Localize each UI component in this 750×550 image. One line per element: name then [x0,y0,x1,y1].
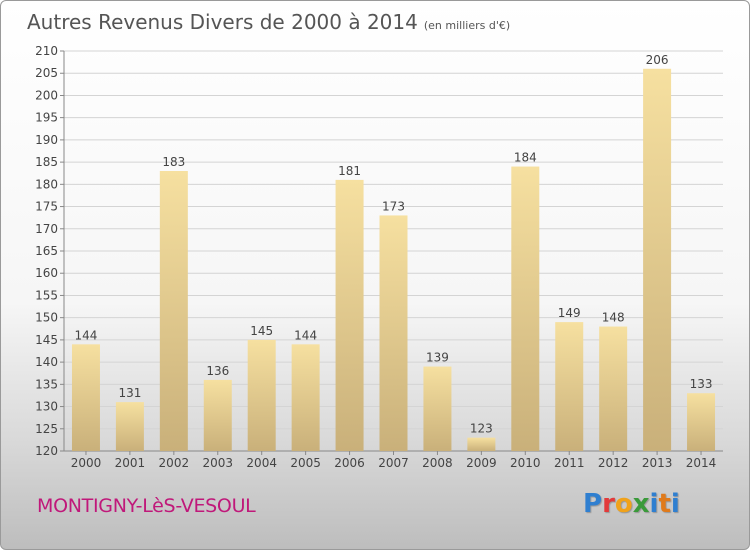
x-tick-label-2005: 2005 [290,456,321,470]
proxiti-logo: Proxiti [583,489,680,519]
data-label-2000: 144 [75,328,98,342]
x-tick-label-2012: 2012 [598,456,629,470]
data-label-2012: 148 [602,311,625,325]
city-name: MONTIGNY-LèS-VESOUL [37,495,256,517]
y-tick-label: 185 [35,155,58,169]
y-tick-label: 200 [35,88,58,102]
logo-letter: i [670,489,680,519]
y-tick-label: 135 [35,377,58,391]
data-label-2001: 131 [118,386,141,400]
x-tick-label-2006: 2006 [334,456,365,470]
data-label-2006: 181 [338,164,361,178]
bar-2006 [335,179,364,451]
x-tick-label-2010: 2010 [510,456,541,470]
bar-2014 [687,393,716,451]
data-label-2011: 149 [558,306,581,320]
x-tick-label-2002: 2002 [159,456,190,470]
x-tick-label-2013: 2013 [642,456,673,470]
data-label-2003: 136 [206,364,229,378]
y-tick-label: 140 [35,355,58,369]
y-tick-label: 130 [35,400,58,414]
data-label-2005: 144 [294,328,317,342]
bar-2011 [555,322,584,451]
data-label-2014: 133 [690,377,713,391]
bar-2013 [643,68,672,452]
bar-2005 [291,344,320,451]
bar-2007 [379,215,408,451]
y-tick-label: 180 [35,177,58,191]
x-tick-label-2004: 2004 [246,456,277,470]
y-tick-label: 195 [35,111,58,125]
y-tick-label: 145 [35,333,58,347]
bar-2002 [159,171,188,451]
x-tick-label-2014: 2014 [686,456,717,470]
y-tick-label: 170 [35,222,58,236]
y-tick-label: 190 [35,133,58,147]
chart-title: Autres Revenus Divers de 2000 à 2014 (en … [27,10,510,34]
data-label-2009: 123 [470,422,493,436]
bar-2003 [203,379,232,451]
title-unit: (en milliers d'€) [423,19,511,32]
y-tick-label: 160 [35,266,58,280]
logo-letter: i [649,489,659,519]
title-text: Autres Revenus Divers de 2000 à 2014 [27,10,418,34]
x-tick-label-2000: 2000 [71,456,102,470]
x-tick-label-2009: 2009 [466,456,497,470]
x-tick-label-2008: 2008 [422,456,453,470]
logo-letter: t [658,489,671,519]
x-tick-label-2011: 2011 [554,456,585,470]
data-label-2007: 173 [382,199,405,213]
y-tick-label: 205 [35,66,58,80]
logo-letter: r [602,489,615,519]
y-tick-label: 150 [35,311,58,325]
logo-letter: x [632,489,650,519]
data-label-2010: 184 [514,151,537,165]
x-tick-label-2003: 2003 [202,456,233,470]
data-label-2008: 139 [426,351,449,365]
bar-2012 [599,326,628,451]
x-tick-label-2001: 2001 [115,456,146,470]
logo-letter: o [614,489,633,519]
y-tick-label: 120 [35,444,58,458]
bar-2008 [423,366,452,451]
data-label-2002: 183 [162,155,185,169]
bar-2000 [71,344,100,451]
data-label-2013: 206 [646,53,669,67]
y-tick-label: 165 [35,244,58,258]
logo-letter: P [583,489,603,519]
data-label-2004: 145 [250,324,273,338]
bar-2009 [467,437,496,451]
bar-2004 [247,339,276,451]
bar-2001 [115,402,144,451]
y-tick-label: 175 [35,200,58,214]
y-tick-label: 125 [35,422,58,436]
bar-2010 [511,166,540,452]
x-tick-label-2007: 2007 [378,456,409,470]
y-tick-label: 210 [35,44,58,58]
y-tick-label: 155 [35,288,58,302]
